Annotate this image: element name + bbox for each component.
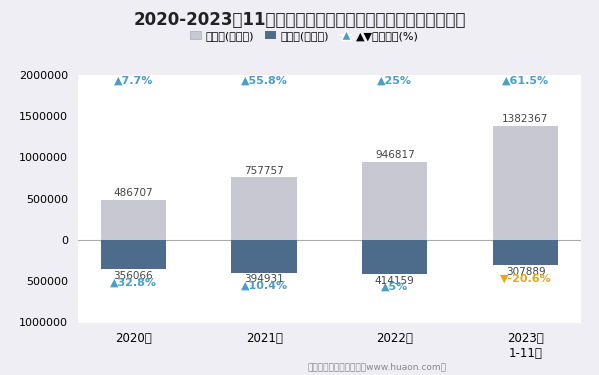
Bar: [101, 240, 166, 269]
Bar: [362, 162, 428, 240]
Legend: 出口额(万美元), 进口额(万美元), ▲▼同比增长(%): 出口额(万美元), 进口额(万美元), ▲▼同比增长(%): [186, 26, 423, 45]
Text: ▲25%: ▲25%: [377, 76, 412, 86]
Text: ▲32.8%: ▲32.8%: [110, 277, 157, 287]
Bar: [231, 240, 297, 273]
Text: 1382367: 1382367: [503, 114, 549, 125]
Text: 2020-2023年11月芜湖市商品收发货人所在地进、出口额统计: 2020-2023年11月芜湖市商品收发货人所在地进、出口额统计: [133, 11, 466, 29]
Bar: [362, 240, 428, 274]
Text: 356066: 356066: [114, 271, 153, 281]
Bar: [101, 200, 166, 240]
Text: 486707: 486707: [114, 188, 153, 198]
Text: ▲61.5%: ▲61.5%: [502, 76, 549, 86]
Text: 946817: 946817: [375, 150, 415, 160]
Text: 制图：华经产业研究院（www.huaon.com）: 制图：华经产业研究院（www.huaon.com）: [308, 362, 447, 371]
Text: 307889: 307889: [506, 267, 545, 277]
Bar: [493, 126, 558, 240]
Bar: [493, 240, 558, 266]
Text: 757757: 757757: [244, 166, 284, 176]
Text: ▲10.4%: ▲10.4%: [241, 280, 288, 290]
Text: ▲7.7%: ▲7.7%: [114, 76, 153, 86]
Text: ▲55.8%: ▲55.8%: [241, 76, 288, 86]
Bar: [231, 177, 297, 240]
Text: 414159: 414159: [375, 276, 415, 286]
Text: ▼-20.6%: ▼-20.6%: [500, 273, 551, 283]
Text: ▲5%: ▲5%: [381, 282, 409, 292]
Text: 394931: 394931: [244, 274, 284, 284]
